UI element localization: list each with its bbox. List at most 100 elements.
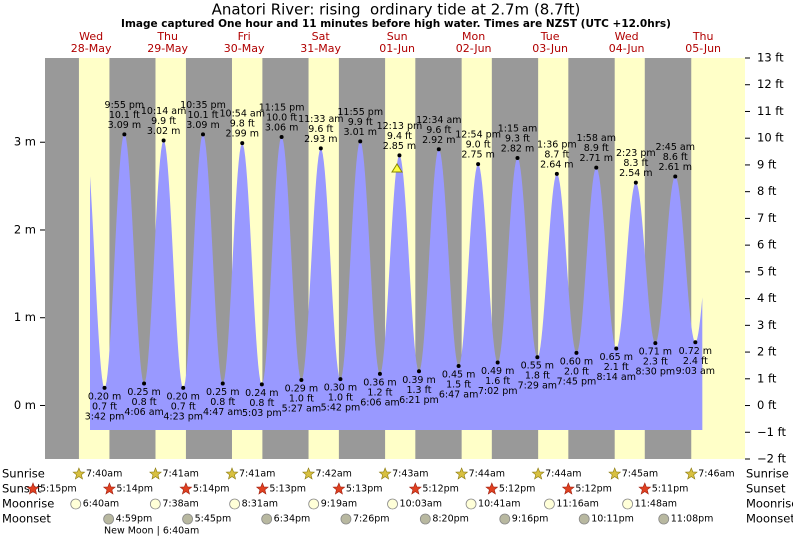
height-m-label: 2.64 m [540,159,573,170]
moonrise-icon [149,498,161,510]
row-time: 5:12pm [575,484,612,495]
height-m-label: 0.39 m [402,375,435,386]
time-label: 3:42 pm [85,411,125,422]
row-time: 5:13pm [346,484,383,495]
height-ft-label: 10.0 ft [266,112,297,123]
row-time: 5:13pm [269,484,306,495]
extreme-dot [594,165,599,170]
height-m-label: 3.01 m [344,127,377,138]
row-label: Sunrise [746,467,789,481]
height-ft-label: 1.3 ft [406,385,431,396]
height-m-label: 0.72 m [679,346,712,357]
moonrise-icon [229,498,241,510]
moonset-icon [419,513,431,525]
date-label: 29-May [147,42,188,55]
extreme-dot [240,141,245,146]
y-tick-label: 1 m [14,310,36,324]
moonset-icon [658,513,670,525]
height-m-label: 0.36 m [363,377,396,388]
time-label: 6:21 pm [399,395,439,406]
weekday-label: Fri [238,30,251,43]
time-label: 5:42 pm [321,403,361,414]
height-ft-label: 1.8 ft [525,371,550,382]
extreme-dot [456,363,461,368]
sunset-icon [255,482,269,495]
weekday-label: Thu [156,30,178,43]
time-label: 11:15 pm [259,102,305,113]
row-time: 7:45am [622,469,658,480]
date-label: 05-Jun [685,42,721,55]
time-label: 7:02 pm [478,386,518,397]
weekday-label: Wed [615,30,639,43]
weekday-label: Wed [79,30,103,43]
y2-tick-label: 8 ft [757,184,777,198]
height-m-label: 2.99 m [226,129,259,140]
sunrise-icon [225,467,239,480]
extreme-dot [574,350,579,355]
date-label: 03-Jun [532,42,568,55]
row-label: Sunset [746,482,786,496]
time-label: 12:54 pm [455,130,501,141]
row-label: Moonset [2,512,51,526]
y2-tick-label: 13 ft [757,51,784,65]
y2-tick-label: 10 ft [757,131,784,145]
sunrise-icon [684,467,698,480]
row-time: 5:15pm [40,484,77,495]
time-label: 4:23 pm [163,411,203,422]
time-label: 5:03 pm [242,408,282,419]
height-ft-label: 2.3 ft [643,357,668,368]
height-m-label: 0.55 m [521,361,554,372]
height-ft-label: 0.8 ft [132,397,157,408]
time-label: 5:27 am [282,404,321,415]
height-ft-label: 8.7 ft [544,149,569,160]
row-time: 4:59pm [116,514,153,525]
height-m-label: 2.93 m [304,134,337,145]
time-label: 7:29 am [518,381,557,392]
time-label: 1:15 am [498,124,537,135]
moonrise-icon [622,498,634,510]
height-ft-label: 0.7 ft [171,401,196,412]
sunset-icon [102,482,116,495]
extreme-dot [476,162,481,167]
row-time: 9:19am [321,499,357,510]
row-time: 10:03am [400,499,442,510]
y2-tick-label: 3 ft [757,318,777,332]
extreme-dot [653,341,658,346]
moonrise-icon [70,498,82,510]
weekday-label: Mon [462,30,485,43]
y2-tick-label: 6 ft [757,238,777,252]
height-m-label: 2.71 m [580,153,613,164]
time-label: 6:06 am [360,397,399,408]
height-m-label: 0.45 m [442,369,475,380]
extreme-dot [673,174,678,179]
height-m-label: 3.02 m [147,126,180,137]
time-label: 10:35 pm [180,100,226,111]
now-marker [391,163,403,173]
row-time: 5:45pm [195,514,232,525]
extreme-dot [515,156,520,161]
height-ft-label: 9.6 ft [426,125,451,136]
height-m-label: 0.30 m [324,383,357,394]
moonrise-icon [387,498,398,510]
extreme-dot [259,382,264,387]
sunset-icon [485,482,499,495]
extreme-dot [200,132,205,137]
extreme-dot [535,355,540,360]
height-ft-label: 10.1 ft [187,110,218,121]
extreme-dot [122,132,127,137]
time-label: 8:14 am [597,372,636,383]
row-time: 10:11pm [591,514,634,525]
row-time: 7:43am [392,469,428,480]
chart-title: Anatori River: rising ordinary tide at 2… [212,1,581,19]
moonset-icon [261,513,273,525]
height-m-label: 0.49 m [481,366,514,377]
extreme-dot [181,385,186,390]
y2-tick-label: 0 ft [757,398,777,412]
y-tick-label: 0 m [14,398,36,412]
height-m-label: 0.20 m [88,391,121,402]
time-label: 10:14 am [141,106,186,117]
extreme-dot [299,378,304,383]
height-ft-label: 1.5 ft [446,379,471,390]
time-label: 4:06 am [124,407,163,418]
